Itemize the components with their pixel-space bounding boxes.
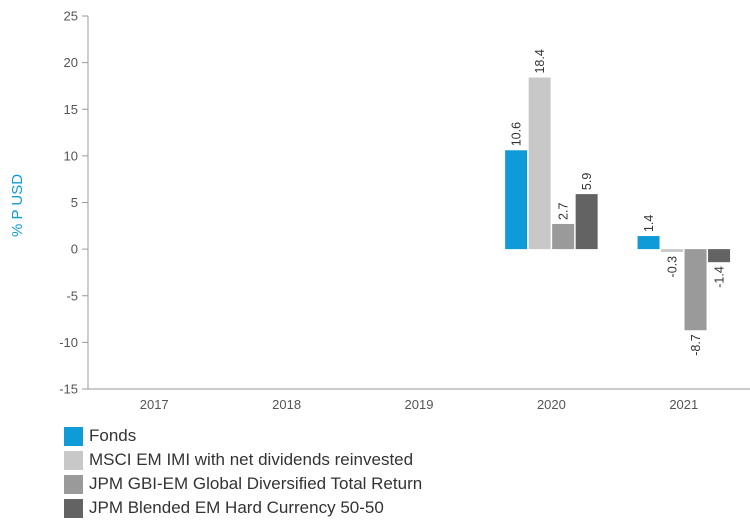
y-axis-label: % P USD: [9, 174, 26, 237]
data-label: 18.4: [533, 49, 547, 73]
data-label: 10.6: [510, 122, 524, 146]
y-axis-ticks: -15 -10 -5 0 5 10 15 20 25: [59, 9, 88, 397]
bar: [637, 236, 660, 250]
x-tick-label: 2021: [669, 397, 698, 412]
legend-item: Fonds: [64, 424, 422, 448]
bar: [684, 249, 707, 331]
legend-item: JPM GBI-EM Global Diversified Total Retu…: [64, 472, 422, 496]
data-label: 1.4: [642, 215, 656, 232]
data-label: 2.7: [557, 203, 571, 220]
x-tick-label: 2019: [405, 397, 434, 412]
legend-item: MSCI EM IMI with net dividends reinveste…: [64, 448, 422, 472]
legend-item: JPM Blended EM Hard Currency 50-50: [64, 496, 422, 520]
legend: Fonds MSCI EM IMI with net dividends rein…: [64, 424, 422, 520]
bar: [528, 77, 551, 250]
legend-swatch: [64, 498, 83, 518]
x-tick-label: 2020: [537, 397, 566, 412]
bars: [505, 77, 731, 331]
data-labels: 10.6 18.4 2.7 5.9 1.4 -0.3 -8.7 -1.4: [510, 49, 727, 356]
bar: [575, 194, 598, 250]
x-axis-ticks: 2017 2018 2019 2020 2021: [140, 397, 699, 412]
bar: [505, 150, 528, 250]
data-label: -1.4: [713, 266, 727, 288]
legend-swatch: [64, 426, 83, 446]
y-tick-label: -10: [59, 335, 78, 350]
data-label: -8.7: [689, 334, 703, 356]
bar: [708, 249, 731, 263]
legend-swatch: [64, 450, 83, 470]
y-tick-label: 20: [64, 55, 78, 70]
y-tick-label: 5: [71, 195, 78, 210]
data-label: 5.9: [580, 173, 594, 190]
data-label: -0.3: [666, 256, 680, 278]
legend-swatch: [64, 474, 83, 494]
legend-label: MSCI EM IMI with net dividends reinveste…: [89, 450, 414, 469]
legend-label: Fonds: [89, 426, 137, 445]
legend-label: JPM Blended EM Hard Currency 50-50: [89, 498, 384, 517]
bar: [552, 223, 575, 250]
bar: [661, 249, 684, 252]
y-tick-label: 0: [71, 242, 78, 257]
y-tick-label: -15: [59, 382, 78, 397]
y-tick-label: 25: [64, 9, 78, 24]
y-tick-label: 10: [64, 148, 78, 163]
y-tick-label: 15: [64, 102, 78, 117]
x-tick-label: 2018: [272, 397, 301, 412]
x-tick-label: 2017: [140, 397, 169, 412]
y-tick-label: -5: [66, 288, 78, 303]
legend-label: JPM GBI-EM Global Diversified Total Retu…: [89, 474, 423, 493]
